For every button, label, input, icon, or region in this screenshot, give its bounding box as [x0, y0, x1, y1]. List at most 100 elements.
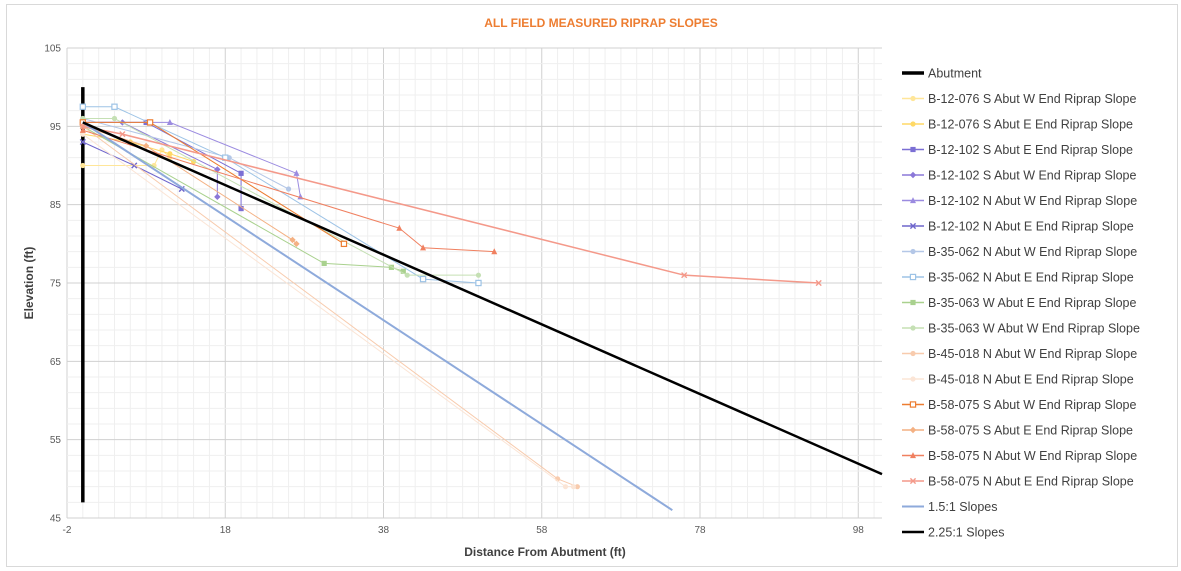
data-point	[909, 401, 917, 408]
legend-label: B-35-062 N Abut E End Riprap Slope	[928, 271, 1134, 285]
chart-canvas: ALL FIELD MEASURED RIPRAP SLOPES -2 18 38 5…	[22, 16, 1140, 559]
x-axis-title: Distance From Abutment (ft)	[464, 545, 626, 559]
data-point	[79, 126, 86, 133]
legend: Abutment B-12-076 S Abut W End Riprap Slo…	[902, 67, 1140, 540]
y-tick-label: 85	[50, 200, 62, 211]
data-point	[111, 103, 118, 110]
data-point	[420, 244, 427, 251]
data-point	[142, 142, 150, 150]
series-11	[80, 123, 580, 490]
legend-item: B-45-018 N Abut E End Riprap Slope	[902, 373, 1134, 387]
data-point	[79, 138, 86, 146]
data-point	[80, 162, 86, 169]
chart-frame: ALL FIELD MEASURED RIPRAP SLOPES -2 18 38 5…	[6, 4, 1178, 567]
series-12	[80, 131, 577, 490]
x-tick-label: 58	[536, 525, 548, 536]
legend-label: B-35-063 W Abut E End Riprap Slope	[928, 296, 1137, 310]
series-18	[82, 121, 883, 476]
y-tick-label: 65	[50, 357, 62, 368]
data-point	[131, 162, 138, 169]
y-axis-title: Elevation (ft)	[22, 247, 36, 320]
data-point	[910, 452, 916, 459]
data-point	[475, 279, 482, 287]
legend-item: B-35-062 N Abut E End Riprap Slope	[902, 271, 1134, 285]
x-tick-label: 78	[694, 525, 706, 536]
series-line	[82, 121, 883, 476]
data-point	[910, 146, 916, 153]
legend-item: B-58-075 N Abut W End Riprap Slope	[902, 449, 1137, 463]
data-point	[910, 325, 916, 331]
legend-item: B-58-075 N Abut E End Riprap Slope	[902, 475, 1134, 489]
series-line	[82, 133, 574, 488]
data-point	[178, 185, 185, 193]
legend-label: B-35-062 N Abut W End Riprap Slope	[928, 245, 1137, 259]
x-tick-label: 18	[220, 525, 232, 536]
legend-item: B-12-076 S Abut W End Riprap Slope	[902, 92, 1137, 106]
legend-label: Abutment	[928, 67, 982, 81]
data-point	[910, 121, 916, 127]
legend-item: B-12-102 N Abut W End Riprap Slope	[902, 194, 1137, 208]
legend-label: 2.25:1 Slopes	[928, 526, 1004, 540]
data-point	[146, 119, 154, 126]
series-17	[82, 121, 673, 512]
legend-label: B-12-102 S Abut W End Riprap Slope	[928, 169, 1137, 183]
data-point	[909, 426, 917, 434]
series-10	[80, 115, 482, 278]
y-tick-label: 55	[50, 435, 62, 446]
series-line	[82, 118, 479, 276]
legend-item: 2.25:1 Slopes	[902, 526, 1004, 540]
series-15	[79, 126, 498, 255]
legend-item: B-45-018 N Abut W End Riprap Slope	[902, 347, 1137, 361]
legend-label: B-12-102 S Abut E End Riprap Slope	[928, 143, 1133, 157]
legend-label: B-45-018 N Abut W End Riprap Slope	[928, 347, 1137, 361]
x-tick-label: 98	[853, 525, 865, 536]
legend-label: 1.5:1 Slopes	[928, 500, 998, 514]
legend-item: B-12-102 N Abut E End Riprap Slope	[902, 220, 1134, 234]
data-point	[238, 170, 244, 176]
data-point	[909, 273, 917, 281]
y-tick-label: 95	[50, 122, 62, 133]
data-point	[396, 224, 403, 231]
data-point	[167, 151, 173, 157]
data-point	[151, 162, 157, 169]
legend-label: B-58-075 S Abut E End Riprap Slope	[928, 424, 1133, 438]
data-point	[388, 264, 395, 270]
legend-label: B-12-102 N Abut W End Riprap Slope	[928, 194, 1137, 208]
data-point	[321, 260, 327, 267]
x-tick-label: 38	[378, 525, 390, 536]
data-point	[119, 131, 126, 138]
data-point	[574, 484, 580, 490]
data-point	[293, 169, 300, 176]
legend-label: B-58-075 S Abut W End Riprap Slope	[928, 398, 1137, 412]
data-point	[910, 376, 916, 382]
series-line	[82, 121, 673, 512]
data-point	[570, 484, 577, 490]
data-point	[404, 272, 410, 278]
series-line	[82, 125, 404, 272]
data-point	[909, 222, 917, 230]
data-point	[340, 240, 348, 248]
legend-label: B-12-102 N Abut E End Riprap Slope	[928, 220, 1134, 234]
legend-item: B-35-063 W Abut W End Riprap Slope	[902, 322, 1140, 336]
data-point	[214, 193, 221, 201]
legend-label: B-45-018 N Abut E End Riprap Slope	[928, 373, 1134, 387]
legend-item: B-35-062 N Abut W End Riprap Slope	[902, 245, 1137, 259]
data-point	[815, 279, 822, 287]
legend-label: B-12-076 S Abut W End Riprap Slope	[928, 92, 1137, 106]
data-point	[238, 205, 244, 212]
legend-item: B-58-075 S Abut E End Riprap Slope	[902, 424, 1133, 438]
plot-series	[79, 87, 883, 512]
x-tick-label: -2	[63, 525, 72, 536]
data-point	[910, 95, 916, 102]
legend-item: 1.5:1 Slopes	[902, 500, 998, 514]
data-point	[79, 103, 87, 110]
data-point	[80, 131, 86, 137]
data-point	[491, 248, 498, 255]
axis-ticks: -2 18 38 58 78 98 45 55 65 75 85 95 105	[44, 44, 864, 537]
y-tick-label: 105	[44, 44, 61, 55]
series-line	[82, 148, 171, 166]
legend-label: B-12-076 S Abut E End Riprap Slope	[928, 118, 1133, 132]
data-point	[562, 484, 569, 490]
series-6	[79, 138, 185, 193]
data-point	[910, 299, 916, 306]
